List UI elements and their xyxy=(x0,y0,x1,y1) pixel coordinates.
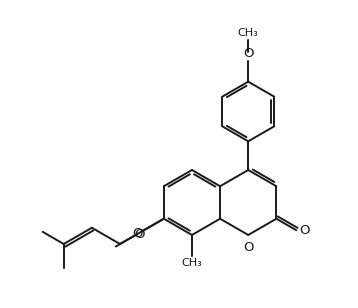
Text: O: O xyxy=(133,227,143,240)
Text: CH₃: CH₃ xyxy=(182,258,202,268)
Text: O: O xyxy=(134,228,145,241)
Text: CH₃: CH₃ xyxy=(238,28,258,38)
Text: O: O xyxy=(243,241,253,254)
Text: O: O xyxy=(299,224,309,237)
Text: O: O xyxy=(243,47,253,60)
